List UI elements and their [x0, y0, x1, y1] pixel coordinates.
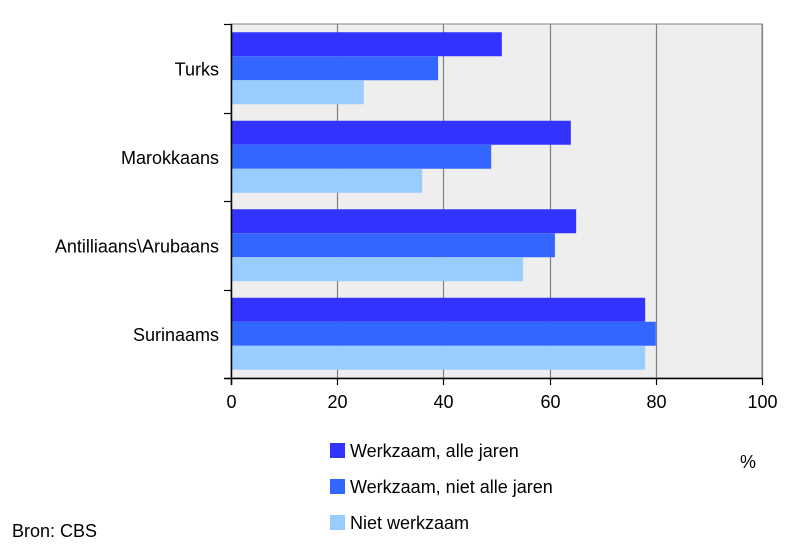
category-label: Surinaams: [133, 325, 219, 345]
category-label: Antilliaans\Arubaans: [55, 236, 219, 256]
bar: [231, 80, 364, 105]
x-axis-unit-label: %: [740, 452, 756, 472]
category-label: Marokkaans: [121, 148, 219, 168]
bar: [231, 321, 656, 346]
bar: [231, 144, 492, 169]
bars: [231, 32, 656, 370]
bar: [231, 120, 571, 145]
legend-label: Werkzaam, alle jaren: [350, 441, 519, 461]
legend-label: Werkzaam, niet alle jaren: [350, 477, 553, 497]
bar: [231, 168, 423, 193]
legend-label: Niet werkzaam: [350, 513, 469, 533]
legend-swatch: [330, 443, 345, 458]
bar: [231, 257, 524, 282]
bar: [231, 297, 646, 322]
x-tick-label: 0: [226, 392, 236, 412]
x-tick-label: 80: [646, 392, 666, 412]
bar: [231, 345, 646, 370]
bar: [231, 233, 555, 258]
x-tick-label: 40: [433, 392, 453, 412]
bar: [231, 209, 577, 234]
category-label: Turks: [175, 59, 219, 79]
tick-labels: 0 20 40 60 80 100: [226, 392, 777, 412]
axes: [224, 23, 764, 385]
category-labels: Turks Marokkaans Antilliaans\Arubaans Surin…: [55, 59, 219, 345]
source-note: Bron: CBS: [12, 521, 97, 541]
x-tick-label: 20: [327, 392, 347, 412]
x-tick-label: 100: [747, 392, 777, 412]
bar: [231, 32, 502, 57]
legend-swatch: [330, 515, 345, 530]
x-tick-label: 60: [540, 392, 560, 412]
legend-swatch: [330, 479, 345, 494]
bar: [231, 56, 439, 81]
legend: Werkzaam, alle jaren Werkzaam, niet alle …: [330, 441, 553, 533]
